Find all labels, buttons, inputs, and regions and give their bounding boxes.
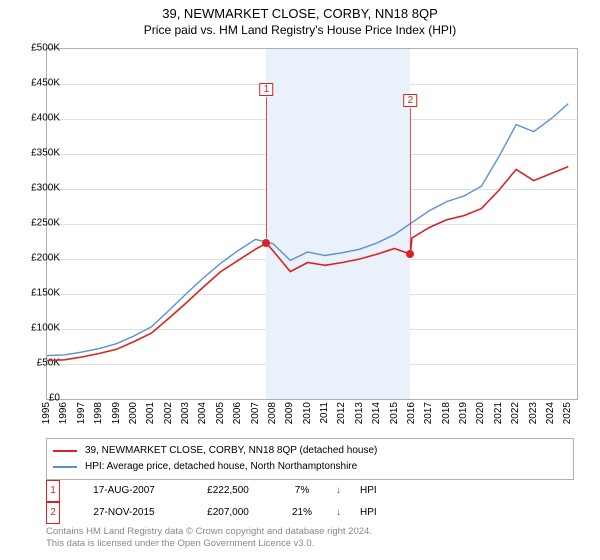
legend-swatch: [53, 466, 77, 468]
attribution-line: This data is licensed under the Open Gov…: [46, 538, 574, 550]
legend-item: 39, NEWMARKET CLOSE, CORBY, NN18 8QP (de…: [53, 443, 567, 459]
transaction-pct: 21%: [282, 503, 322, 523]
transaction-row: 2 27-NOV-2015 £207,000 21% ↓ HPI: [46, 502, 574, 524]
chart-subtitle: Price paid vs. HM Land Registry's House …: [0, 21, 600, 37]
sale-marker-dot: [406, 250, 414, 258]
x-axis-label: 2012: [336, 402, 347, 424]
legend-label: 39, NEWMARKET CLOSE, CORBY, NN18 8QP (de…: [85, 443, 377, 459]
x-axis-label: 2003: [180, 402, 191, 424]
chart-plot-area: 12: [46, 48, 578, 400]
x-axis-label: 2017: [423, 402, 434, 424]
legend-item: HPI: Average price, detached house, Nort…: [53, 459, 567, 475]
sale-marker-dot: [262, 239, 270, 247]
x-axis-label: 1997: [76, 402, 87, 424]
x-axis-label: 2016: [406, 402, 417, 424]
transaction-index: 1: [46, 480, 60, 502]
x-axis-label: 2013: [354, 402, 365, 424]
sale-marker-label: 1: [260, 83, 274, 96]
x-axis-label: 2015: [389, 402, 400, 424]
transaction-index: 2: [46, 502, 60, 524]
x-axis-label: 2023: [528, 402, 539, 424]
sale-marker-label: 2: [404, 94, 418, 107]
x-axis-label: 2019: [458, 402, 469, 424]
series-line-price_paid: [47, 167, 568, 361]
transactions-table: 1 17-AUG-2007 £222,500 7% ↓ HPI 2 27-NOV-2015 £2…: [46, 480, 574, 524]
x-axis-label: 2002: [163, 402, 174, 424]
x-axis-label: 2018: [441, 402, 452, 424]
down-arrow-icon: ↓: [336, 481, 346, 501]
x-axis-label: 2009: [284, 402, 295, 424]
legend: 39, NEWMARKET CLOSE, CORBY, NN18 8QP (de…: [46, 438, 574, 480]
x-axis-label: 2004: [197, 402, 208, 424]
legend-swatch: [53, 450, 77, 452]
transaction-hpi-label: HPI: [360, 481, 390, 501]
x-axis-label: 2008: [267, 402, 278, 424]
x-axis-label: 1995: [41, 402, 52, 424]
series-line-hpi: [47, 104, 568, 356]
transaction-date: 27-NOV-2015: [74, 503, 174, 523]
x-axis-label: 2011: [319, 402, 330, 424]
attribution: Contains HM Land Registry data © Crown c…: [46, 526, 574, 550]
transaction-price: £207,000: [188, 503, 268, 523]
x-axis-label: 2014: [371, 402, 382, 424]
x-axis-label: 2007: [250, 402, 261, 424]
x-axis-label: 2005: [215, 402, 226, 424]
x-axis-label: 2021: [493, 402, 504, 424]
x-axis-label: 2000: [128, 402, 139, 424]
x-axis-label: 2025: [562, 402, 573, 424]
transaction-date: 17-AUG-2007: [74, 481, 174, 501]
down-arrow-icon: ↓: [336, 503, 346, 523]
x-axis-label: 1999: [111, 402, 122, 424]
x-axis-label: 1998: [93, 402, 104, 424]
x-axis-label: 1996: [58, 402, 69, 424]
x-axis-label: 2020: [475, 402, 486, 424]
attribution-line: Contains HM Land Registry data © Crown c…: [46, 526, 574, 538]
transaction-hpi-label: HPI: [360, 503, 390, 523]
chart-svg: [47, 49, 577, 399]
chart-title: 39, NEWMARKET CLOSE, CORBY, NN18 8QP: [0, 0, 600, 21]
x-axis-label: 2022: [510, 402, 521, 424]
x-axis-label: 2024: [545, 402, 556, 424]
legend-label: HPI: Average price, detached house, Nort…: [85, 459, 357, 475]
transaction-price: £222,500: [188, 481, 268, 501]
x-axis-label: 2001: [145, 402, 156, 424]
transaction-row: 1 17-AUG-2007 £222,500 7% ↓ HPI: [46, 480, 574, 502]
transaction-pct: 7%: [282, 481, 322, 501]
x-axis-label: 2006: [232, 402, 243, 424]
x-axis-label: 2010: [302, 402, 313, 424]
